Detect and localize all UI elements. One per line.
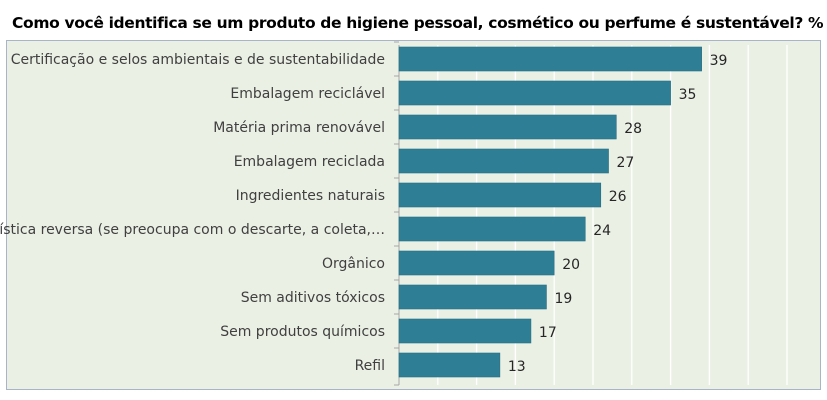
- chart-title: Como você identifica se um produto de hi…: [12, 14, 824, 32]
- bar: [398, 250, 555, 276]
- bar: [398, 182, 602, 208]
- data-label: 17: [539, 325, 557, 341]
- data-label: 39: [710, 53, 728, 69]
- category-label: Sem produtos químicos: [220, 324, 385, 340]
- data-label: 19: [554, 291, 572, 307]
- category-label: Embalagem reciclável: [230, 86, 385, 102]
- bar: [398, 318, 532, 344]
- category-label: Embalagem reciclada: [234, 154, 385, 170]
- category-label: Certificação e selos ambientais e de sus…: [11, 52, 385, 68]
- category-label: Sem aditivos tóxicos: [241, 290, 385, 306]
- bar: [398, 46, 702, 72]
- category-label: Matéria prima renovável: [213, 120, 385, 136]
- data-label: 35: [679, 87, 697, 103]
- data-label: 26: [609, 189, 627, 205]
- data-label: 20: [562, 257, 580, 273]
- data-label: 24: [593, 223, 611, 239]
- bar: [398, 80, 671, 106]
- data-label: 13: [508, 359, 526, 375]
- category-label: Logística reversa (se preocupa com o des…: [0, 222, 385, 238]
- data-label: 27: [617, 155, 635, 171]
- bar: [398, 216, 586, 242]
- bar: [398, 284, 547, 310]
- bar: [398, 352, 501, 378]
- data-label: 28: [624, 121, 642, 137]
- category-label: Ingredientes naturais: [236, 188, 385, 204]
- category-label: Orgânico: [322, 256, 385, 272]
- category-label: Refil: [355, 358, 385, 374]
- bar: [398, 148, 609, 174]
- bar: [398, 114, 617, 140]
